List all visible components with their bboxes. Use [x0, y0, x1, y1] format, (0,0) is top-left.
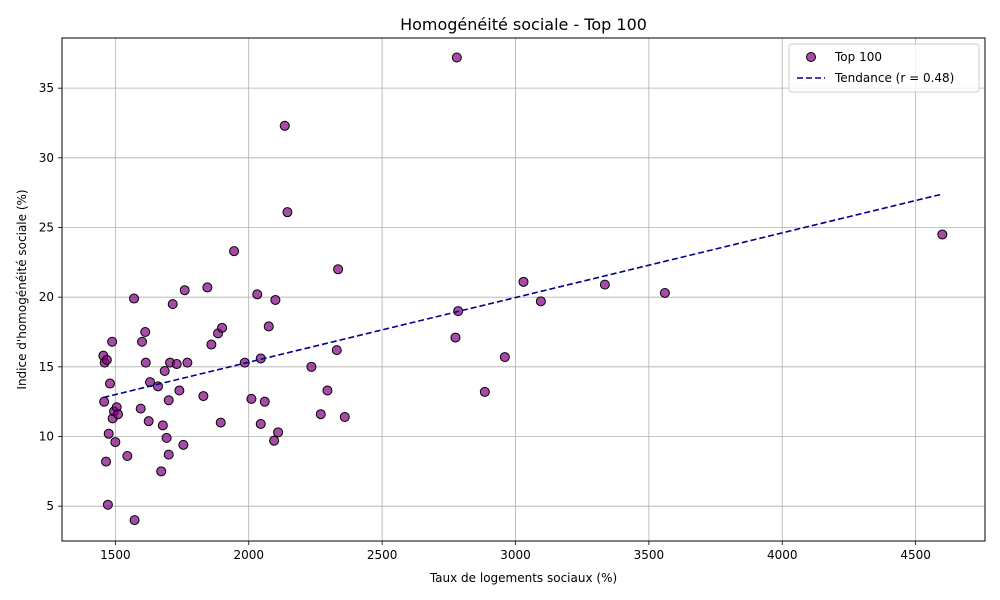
scatter-point [273, 427, 284, 438]
scatter-point [331, 345, 342, 356]
scatter-point [135, 403, 146, 414]
y-tick-label: 20 [39, 290, 54, 304]
scatter-point [306, 361, 317, 372]
scatter-point [174, 385, 185, 396]
y-tick-label: 15 [39, 360, 54, 374]
scatter-point [252, 289, 263, 300]
scatter-point [103, 428, 114, 439]
scatter-point [279, 120, 290, 131]
scatter-point [167, 299, 178, 310]
scatter-point [198, 391, 209, 402]
scatter-point [206, 339, 217, 350]
scatter-point [159, 366, 170, 377]
x-tick-label: 4500 [900, 548, 931, 562]
scatter-point [99, 396, 110, 407]
scatter-point [322, 385, 333, 396]
scatter-point [333, 264, 344, 275]
scatter-point [599, 279, 610, 290]
tick-layer: 1500 2000 2500 3000 3500 4000 4500 5 10 15 20 25 30 3… [39, 81, 931, 562]
scatter-point [259, 396, 270, 407]
scatter-point [157, 420, 168, 431]
scatter-point [451, 52, 462, 63]
scatter-point [129, 515, 140, 526]
scatter-point [140, 326, 151, 337]
scatter-point [122, 451, 133, 462]
scatter-point [163, 395, 174, 406]
scatter-point [101, 354, 112, 365]
x-tick-label: 4000 [767, 548, 798, 562]
scatter-point [101, 456, 112, 467]
legend-marker-scatter [806, 52, 816, 62]
scatter-point [178, 439, 189, 450]
scatter-point [659, 287, 670, 298]
scatter-point [179, 285, 190, 296]
scatter-point [255, 418, 266, 429]
scatter-point [315, 409, 326, 420]
scatter-point [143, 416, 154, 427]
scatter-point [518, 276, 529, 287]
scatter-point [182, 357, 193, 368]
legend-box [788, 43, 980, 93]
scatter-point [246, 393, 257, 404]
scatter-point [161, 432, 172, 443]
scatter-point [215, 417, 226, 428]
legend-label-line: Tendance (r = 0.48) [834, 71, 954, 85]
legend-label-scatter: Top 100 [834, 50, 882, 64]
scatter-point [450, 332, 461, 343]
scatter-point [171, 359, 182, 370]
scatter-point [163, 449, 174, 460]
y-tick-label: 5 [46, 499, 54, 513]
scatter-point [202, 282, 213, 293]
scatter-point [217, 322, 228, 333]
legend: Top 100 Tendance (r = 0.48) [788, 43, 980, 93]
scatter-point [229, 246, 240, 257]
y-axis-label: Indice d'homogénéité sociale (%) [15, 189, 29, 389]
scatter-point [129, 293, 140, 304]
scatter-point [499, 352, 510, 363]
x-tick-label: 2500 [367, 548, 398, 562]
scatter-point [270, 294, 281, 305]
scatter-point [102, 499, 113, 510]
scatter-point [479, 386, 490, 397]
axes-frame [61, 37, 986, 542]
y-tick-label: 30 [39, 151, 54, 165]
scatter-point [137, 336, 148, 347]
scatter-point [535, 296, 546, 307]
scatter-point [156, 466, 167, 477]
scatter-point [282, 207, 293, 218]
y-tick-label: 10 [39, 429, 54, 443]
x-tick-label: 2000 [233, 548, 264, 562]
scatter-point [107, 336, 118, 347]
x-tick-label: 1500 [100, 548, 131, 562]
scatter-point [263, 321, 274, 332]
x-tick-label: 3500 [634, 548, 665, 562]
data-layer [98, 52, 948, 526]
y-tick-label: 35 [39, 81, 54, 95]
chart-title: Homogénéité sociale - Top 100 [400, 15, 647, 34]
grid-layer [62, 38, 985, 541]
scatter-point [113, 409, 124, 420]
x-tick-label: 3000 [500, 548, 531, 562]
x-axis-label: Taux de logements sociaux (%) [429, 571, 617, 585]
scatter-point [269, 435, 280, 446]
scatter-point [937, 229, 948, 240]
scatter-point [339, 411, 350, 422]
scatter-point [110, 437, 121, 448]
y-tick-label: 25 [39, 220, 54, 234]
scatter-point [140, 357, 151, 368]
scatter-point [105, 378, 116, 389]
